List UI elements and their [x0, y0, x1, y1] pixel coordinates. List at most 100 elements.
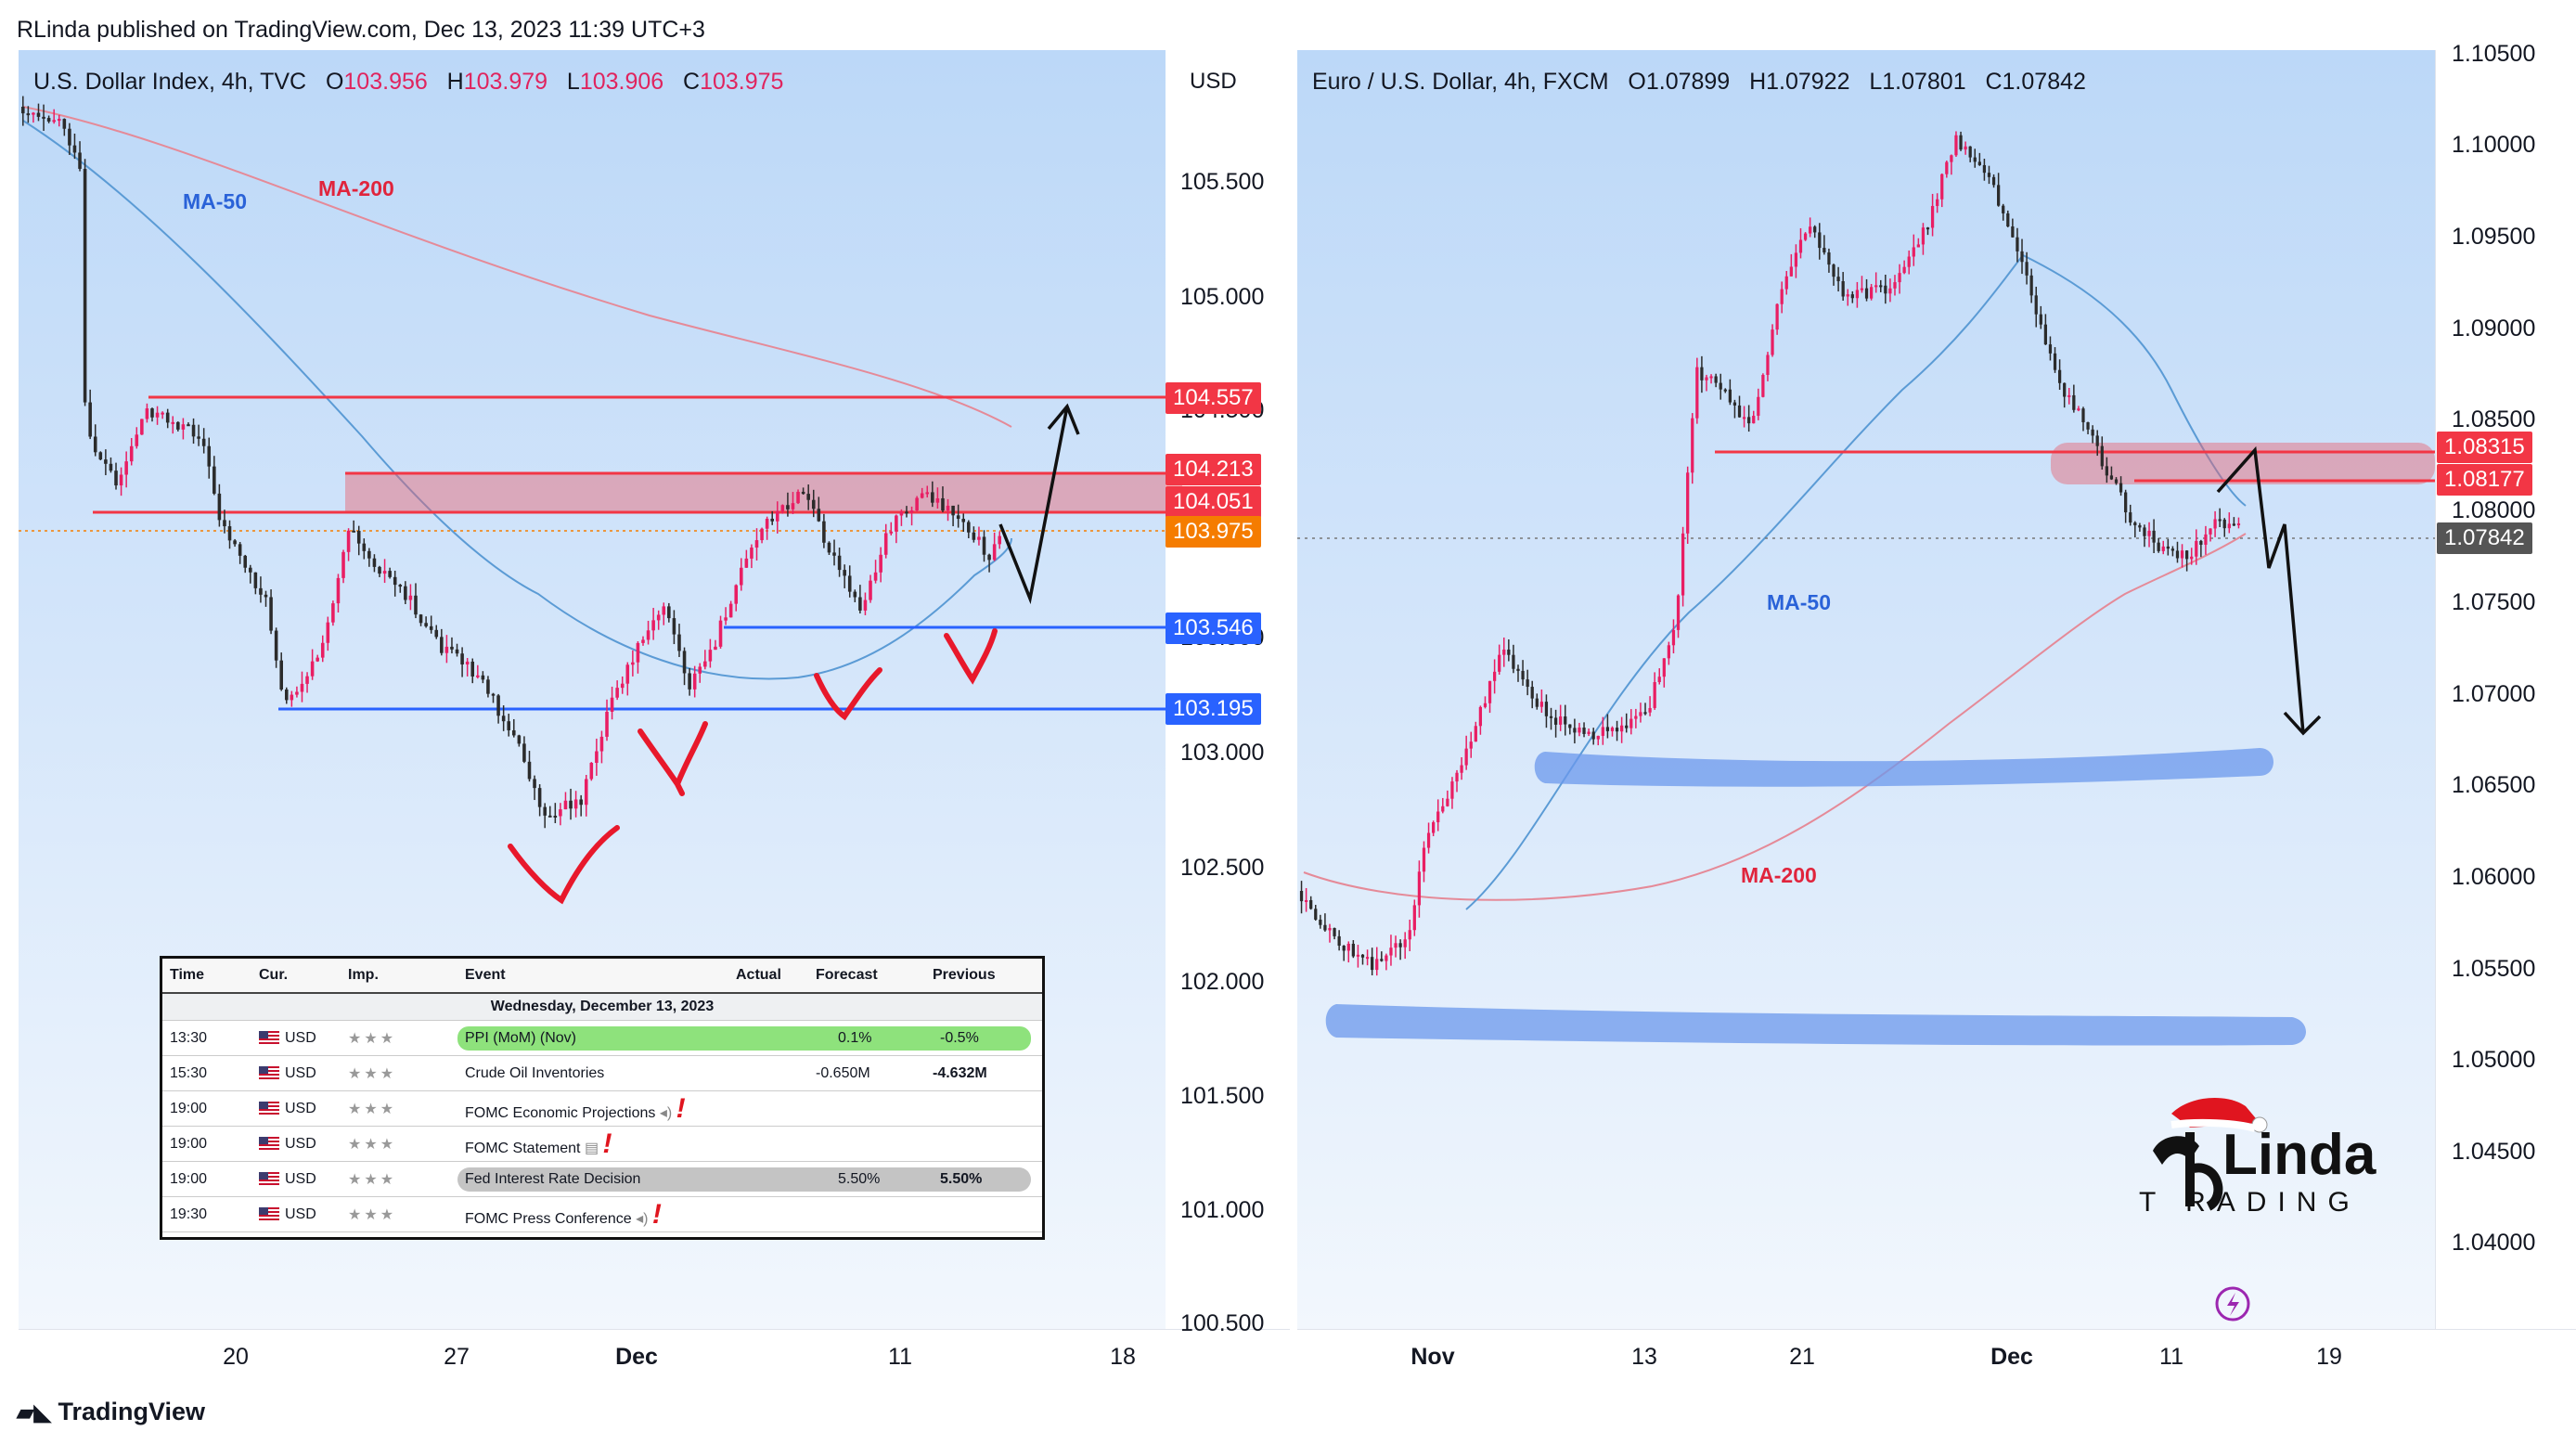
eurusd-candle-body — [2199, 540, 2203, 546]
eurusd-candle-body — [1761, 374, 1765, 397]
eurusd-candle-body — [1987, 173, 1991, 177]
dxy-symbol[interactable]: U.S. Dollar Index, 4h, TVC — [33, 69, 307, 95]
dxy-candle-body — [382, 571, 387, 574]
dxy-candle-body — [114, 471, 118, 486]
eurusd-candle-body — [2114, 479, 2119, 483]
cal-forecast: -0.650M — [808, 1055, 925, 1091]
speaker-icon: ◂) — [659, 1104, 673, 1121]
currency-button[interactable]: USD — [1173, 59, 1277, 104]
dxy-candle-body — [806, 494, 810, 500]
eurusd-price-tick: 1.10500 — [2452, 41, 2536, 67]
dxy-price-tick: 103.000 — [1180, 740, 1265, 766]
cal-currency: USD — [251, 1196, 341, 1232]
eurusd-price-axis[interactable] — [2435, 50, 2576, 1329]
dxy-candle-body — [847, 575, 852, 592]
eurusd-candle-body — [1864, 288, 1869, 299]
dxy-candle-body — [972, 532, 976, 540]
dxy-candle-body — [326, 622, 330, 643]
eurusd-candle-body — [1492, 671, 1497, 681]
dxy-candle-body — [217, 493, 222, 521]
dxy-price-label-103975: 103.975 — [1166, 516, 1261, 548]
eurusd-candle-body — [1888, 288, 1892, 294]
dxy-candle-body — [68, 128, 71, 146]
dxy-price-axis[interactable] — [1166, 50, 1290, 1329]
eurusd-price-tick: 1.07500 — [2452, 589, 2536, 615]
dxy-candle-body — [284, 689, 289, 701]
dxy-candle-body — [869, 580, 872, 600]
dxy-legend: U.S. Dollar Index, 4h, TVC O103.956 H103… — [33, 69, 783, 96]
dxy-candle-body — [610, 697, 614, 712]
dxy-candle-body — [895, 515, 898, 532]
eurusd-candle-body — [1521, 670, 1525, 680]
cal-date-row: Wednesday, December 13, 2023 — [162, 993, 1042, 1021]
dxy-candle-body — [176, 421, 180, 430]
eurusd-candle-body — [1436, 811, 1440, 823]
cal-time: 13:30 — [162, 1020, 251, 1056]
eurusd-candle-body — [1737, 405, 1742, 418]
cal-event-cell: PPI (MoM) (Nov) 0.1% -0.5% — [457, 1020, 1042, 1056]
dxy-candle-body — [832, 552, 836, 556]
eurusd-candle-body — [2020, 251, 2024, 263]
eurusd-time-axis[interactable] — [1297, 1329, 2576, 1384]
dxy-candle-body — [507, 721, 510, 730]
eurusd-candle-body — [1544, 702, 1549, 716]
eurusd-candle-body — [1464, 748, 1468, 766]
dxy-candle-body — [404, 586, 407, 600]
dxy-close: 103.975 — [700, 69, 784, 95]
cal-header-event: Event — [457, 959, 728, 994]
eurusd-candle-body — [2016, 237, 2019, 251]
cal-event: Fed Interest Rate Decision — [465, 1170, 641, 1187]
dxy-candle-body — [109, 463, 113, 471]
eurusd-candle-body — [1714, 376, 1718, 383]
dxy-candle-body — [827, 542, 831, 553]
eurusd-candle-body — [1620, 725, 1624, 732]
cal-time: 19:00 — [162, 1161, 251, 1197]
eurusd-price-label-107842: 1.07842 — [2437, 522, 2532, 554]
eurusd-candle-body — [1809, 226, 1812, 234]
eurusd-candle-body — [2124, 492, 2128, 513]
tradingview-logo-icon: ▰◣ — [17, 1400, 51, 1425]
dxy-candle-body — [46, 118, 51, 122]
dxy-price-tick: 101.000 — [1180, 1197, 1265, 1223]
dxy-candle-body — [780, 505, 785, 511]
dxy-candle-body — [775, 510, 779, 522]
eurusd-time-tick: Dec — [1990, 1344, 2033, 1370]
dxy-candle-body — [889, 531, 894, 534]
eurusd-candle-body — [2119, 483, 2123, 493]
eurusd-candle-body — [1823, 248, 1826, 253]
eurusd-candle-body — [1299, 891, 1304, 902]
eurusd-candle-body — [2222, 519, 2226, 529]
dxy-candle-body — [419, 614, 423, 624]
eurusd-symbol[interactable]: Euro / U.S. Dollar, 4h, FXCM — [1312, 69, 1609, 95]
eurusd-candle-body — [1375, 959, 1379, 971]
eurusd-candle-body — [1991, 176, 1996, 186]
dxy-candle-body — [155, 412, 160, 418]
cal-event-cell: FOMC Press Conference ◂) ! — [457, 1196, 728, 1232]
dxy-candle-body — [181, 424, 186, 430]
dxy-candle-body — [491, 693, 496, 696]
dxy-candle-body — [191, 424, 196, 437]
eurusd-candle-body — [1526, 679, 1529, 688]
eurusd-candle-body — [1832, 264, 1835, 277]
dxy-candle-body — [465, 661, 470, 664]
speaker-icon: ◂) — [636, 1210, 649, 1227]
dxy-candle-body — [977, 536, 981, 540]
eurusd-candle-body — [1841, 281, 1845, 297]
eurusd-candle-body — [1662, 658, 1666, 677]
eurusd-candle-body — [2081, 408, 2085, 423]
dxy-candle-body — [145, 408, 149, 419]
dxy-candle-body — [346, 530, 351, 552]
dxy-candle-body — [837, 555, 842, 571]
eurusd-time-tick: 11 — [2159, 1344, 2183, 1370]
dxy-price-tick: 100.500 — [1180, 1310, 1265, 1336]
cal-event: FOMC Statement — [465, 1140, 581, 1156]
dxy-candle-body — [527, 761, 532, 780]
eurusd-candle-body — [1441, 806, 1445, 812]
dxy-time-axis[interactable] — [19, 1329, 1290, 1384]
eurusd-candle-body — [1516, 668, 1520, 671]
eurusd-candle-body — [1535, 698, 1539, 707]
eurusd-price-tick: 1.04500 — [2452, 1139, 2536, 1165]
exclamation-mark-icon: ! — [602, 1128, 612, 1159]
dxy-candle-body — [496, 695, 500, 716]
tradingview-footer-logo[interactable]: ▰◣ TradingView — [17, 1398, 205, 1426]
